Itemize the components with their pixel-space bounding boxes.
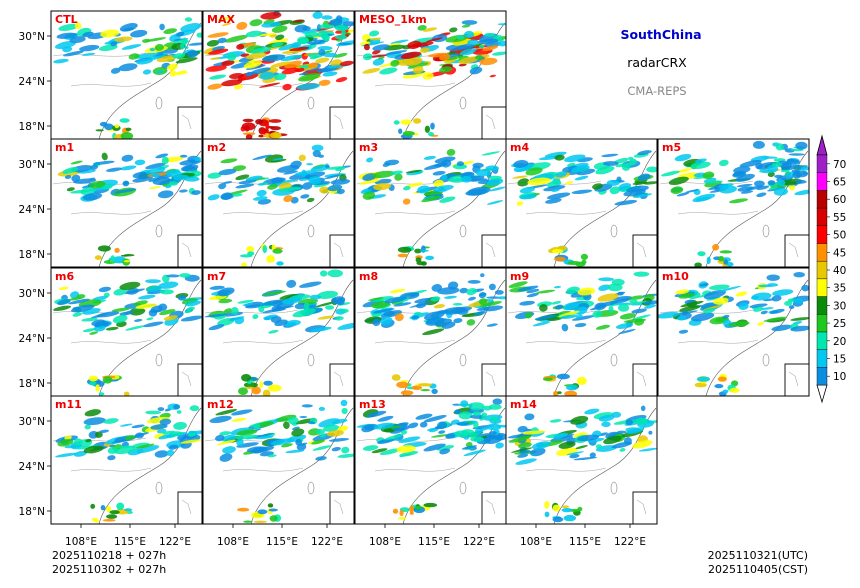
y-tick-label: 18°N <box>19 506 45 518</box>
panel-m14: m14 <box>505 395 658 525</box>
y-tick-label: 18°N <box>19 121 45 133</box>
panel-label: m13 <box>359 398 386 411</box>
init-time-cst: 2025110302 + 027h <box>52 563 166 576</box>
panel-label: m14 <box>510 398 537 411</box>
colorbar-tick-label: 20 <box>833 336 846 348</box>
panel-label: m4 <box>510 141 529 154</box>
x-tick-label: 108°E <box>369 536 401 548</box>
panel-label: m6 <box>55 270 74 283</box>
panel-label: m2 <box>207 141 226 154</box>
colorbar-swatch <box>816 278 828 297</box>
panel-label: m7 <box>207 270 226 283</box>
panel-m9: m9 <box>505 267 658 397</box>
y-tick-label: 24°N <box>19 204 45 216</box>
panel-m10: m10 <box>657 267 810 397</box>
variable-title: radarCRX <box>627 55 687 70</box>
panel-label: m5 <box>662 141 681 154</box>
colorbar-swatch <box>816 331 828 350</box>
x-axis-ticks: 108°E 115°E 122°E 108°E 115°E 122°E 108°E 115°E… <box>65 524 646 548</box>
panel-m5: m5 <box>657 138 810 268</box>
colorbar-tick-label: 35 <box>833 283 846 295</box>
y-tick-label: 18°N <box>19 249 45 261</box>
colorbar-tick-label: 65 <box>833 177 846 189</box>
x-tick-label: 115°E <box>266 536 298 548</box>
y-tick-label: 30°N <box>19 416 45 428</box>
region-title: SouthChina <box>620 27 701 42</box>
x-tick-label: 115°E <box>569 536 601 548</box>
x-tick-label: 122°E <box>463 536 495 548</box>
colorbar-swatch <box>816 225 828 244</box>
panel-label: m9 <box>510 270 529 283</box>
y-tick-label: 30°N <box>19 288 45 300</box>
colorbar-swatch <box>816 154 828 173</box>
panel-meso_1km: MESO_1km <box>354 10 507 140</box>
y-tick-label: 18°N <box>19 378 45 390</box>
x-tick-label: 122°E <box>614 536 646 548</box>
panel-m4: m4 <box>505 138 658 268</box>
colorbar-max-arrow <box>816 134 828 156</box>
x-tick-label: 108°E <box>520 536 552 548</box>
colorbar-tick-label: 40 <box>833 265 846 277</box>
panel-label: MAX <box>207 13 235 26</box>
colorbar-tick-label: 25 <box>833 318 846 330</box>
panel-label: MESO_1km <box>359 13 427 26</box>
panel-m12: m12 <box>202 395 355 525</box>
y-tick-label: 30°N <box>19 159 45 171</box>
y-tick-label: 24°N <box>19 333 45 345</box>
colorbar-tick-label: 30 <box>833 300 846 312</box>
panel-m3: m3 <box>354 138 507 268</box>
panel-label: m12 <box>207 398 234 411</box>
y-axis-ticks: 30°N 24°N 18°N 30°N 24°N 18°N 30°N 24°N 18°N 30°N… <box>19 31 51 518</box>
panel-m11: m11 <box>50 395 203 525</box>
valid-time-cst: 2025110405(CST) <box>708 563 808 576</box>
colorbar-min-arrow <box>816 384 828 404</box>
panel-label: m3 <box>359 141 378 154</box>
panel-m7: m7 <box>202 267 355 397</box>
colorbar-tick-label: 45 <box>833 247 846 259</box>
panel-grid: CTL MAX MESO_1km m1 m2 m3 m4 m5 m6 m7 m8 m9 m10 m11 m1… <box>50 10 810 525</box>
panel-m2: m2 <box>202 138 355 268</box>
panel-ctl: CTL <box>50 10 203 140</box>
colorbar-tick-label: 70 <box>833 159 846 171</box>
colorbar-tick-label: 50 <box>833 230 846 242</box>
y-tick-label: 24°N <box>19 461 45 473</box>
panel-label: CTL <box>55 13 78 26</box>
colorbar: 10 15 20 25 30 35 40 45 50 55 60 65 70 <box>816 134 846 404</box>
colorbar-tick-label: 15 <box>833 354 846 366</box>
panel-label: m1 <box>55 141 74 154</box>
panel-max: MAX <box>202 10 355 140</box>
panel-m1: m1 <box>50 138 203 268</box>
colorbar-swatch <box>816 243 828 262</box>
x-tick-label: 115°E <box>114 536 146 548</box>
colorbar-swatch <box>816 367 828 386</box>
colorbar-swatch <box>816 207 828 226</box>
x-tick-label: 108°E <box>65 536 97 548</box>
panel-m8: m8 <box>354 267 507 397</box>
panel-m13: m13 <box>354 395 507 525</box>
valid-time-utc: 2025110321(UTC) <box>708 549 808 562</box>
colorbar-swatch <box>816 314 828 333</box>
colorbar-swatch <box>816 172 828 191</box>
x-tick-label: 115°E <box>418 536 450 548</box>
colorbar-tick-label: 10 <box>833 371 846 383</box>
colorbar-swatch <box>816 190 828 209</box>
colorbar-swatch <box>816 296 828 315</box>
model-title: CMA-REPS <box>627 84 686 98</box>
colorbar-tick-label: 60 <box>833 194 846 206</box>
colorbar-swatch <box>816 260 828 280</box>
panel-label: m10 <box>662 270 689 283</box>
y-tick-label: 30°N <box>19 31 45 43</box>
panel-label: m8 <box>359 270 378 283</box>
panel-label: m11 <box>55 398 82 411</box>
x-tick-label: 122°E <box>159 536 191 548</box>
init-time-utc: 2025110218 + 027h <box>52 549 166 562</box>
panel-m6: m6 <box>50 267 203 397</box>
colorbar-tick-label: 55 <box>833 212 846 224</box>
x-tick-label: 122°E <box>311 536 343 548</box>
colorbar-swatch <box>816 349 828 368</box>
y-tick-label: 24°N <box>19 76 45 88</box>
x-tick-label: 108°E <box>217 536 249 548</box>
